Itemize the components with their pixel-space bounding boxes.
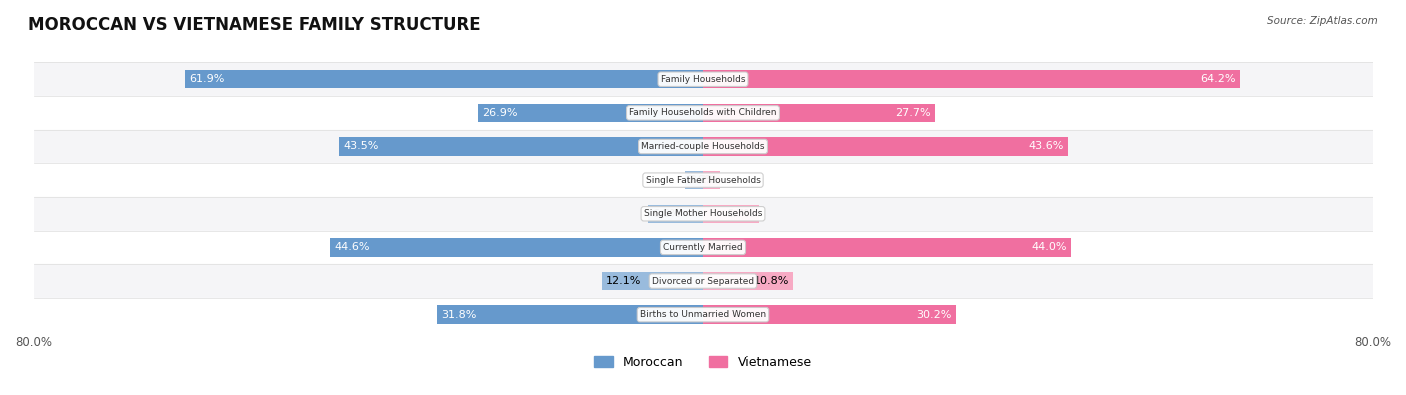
Bar (703, 103, 935, 122)
Bar (703, 305, 956, 324)
Bar (34, 231, 1372, 264)
Bar (685, 171, 703, 189)
Bar (648, 205, 703, 223)
Bar (186, 70, 703, 88)
Text: Births to Unmarried Women: Births to Unmarried Women (640, 310, 766, 319)
Text: 6.6%: 6.6% (652, 209, 681, 219)
Bar (703, 171, 720, 189)
Text: 30.2%: 30.2% (917, 310, 952, 320)
Legend: Moroccan, Vietnamese: Moroccan, Vietnamese (589, 351, 817, 374)
Text: Currently Married: Currently Married (664, 243, 742, 252)
Text: 43.6%: 43.6% (1028, 141, 1064, 152)
Text: 44.6%: 44.6% (335, 243, 370, 252)
Text: 10.8%: 10.8% (754, 276, 789, 286)
Text: Married-couple Households: Married-couple Households (641, 142, 765, 151)
Bar (34, 96, 1372, 130)
Text: Family Households: Family Households (661, 75, 745, 84)
Text: MOROCCAN VS VIETNAMESE FAMILY STRUCTURE: MOROCCAN VS VIETNAMESE FAMILY STRUCTURE (28, 16, 481, 34)
Bar (34, 163, 1372, 197)
Text: 27.7%: 27.7% (896, 108, 931, 118)
Bar (330, 238, 703, 257)
Text: 43.5%: 43.5% (343, 141, 378, 152)
Bar (34, 62, 1372, 96)
Text: 2.0%: 2.0% (688, 175, 716, 185)
Text: Family Households with Children: Family Households with Children (630, 108, 776, 117)
Text: 31.8%: 31.8% (441, 310, 477, 320)
Text: Single Father Households: Single Father Households (645, 176, 761, 184)
Text: 12.1%: 12.1% (606, 276, 641, 286)
Bar (703, 238, 1071, 257)
Bar (478, 103, 703, 122)
Bar (34, 264, 1372, 298)
Text: Divorced or Separated: Divorced or Separated (652, 276, 754, 286)
Bar (602, 272, 703, 290)
Text: 64.2%: 64.2% (1201, 74, 1236, 84)
Bar (34, 298, 1372, 331)
Bar (703, 272, 793, 290)
Text: 44.0%: 44.0% (1032, 243, 1067, 252)
Bar (34, 130, 1372, 163)
Text: 26.9%: 26.9% (482, 108, 517, 118)
Bar (703, 205, 759, 223)
Bar (703, 70, 1240, 88)
Text: 2.2%: 2.2% (689, 175, 717, 185)
Bar (437, 305, 703, 324)
Text: Single Mother Households: Single Mother Households (644, 209, 762, 218)
Bar (339, 137, 703, 156)
Bar (34, 197, 1372, 231)
Text: 61.9%: 61.9% (190, 74, 225, 84)
Text: Source: ZipAtlas.com: Source: ZipAtlas.com (1267, 16, 1378, 26)
Bar (703, 137, 1069, 156)
Text: 6.7%: 6.7% (727, 209, 755, 219)
